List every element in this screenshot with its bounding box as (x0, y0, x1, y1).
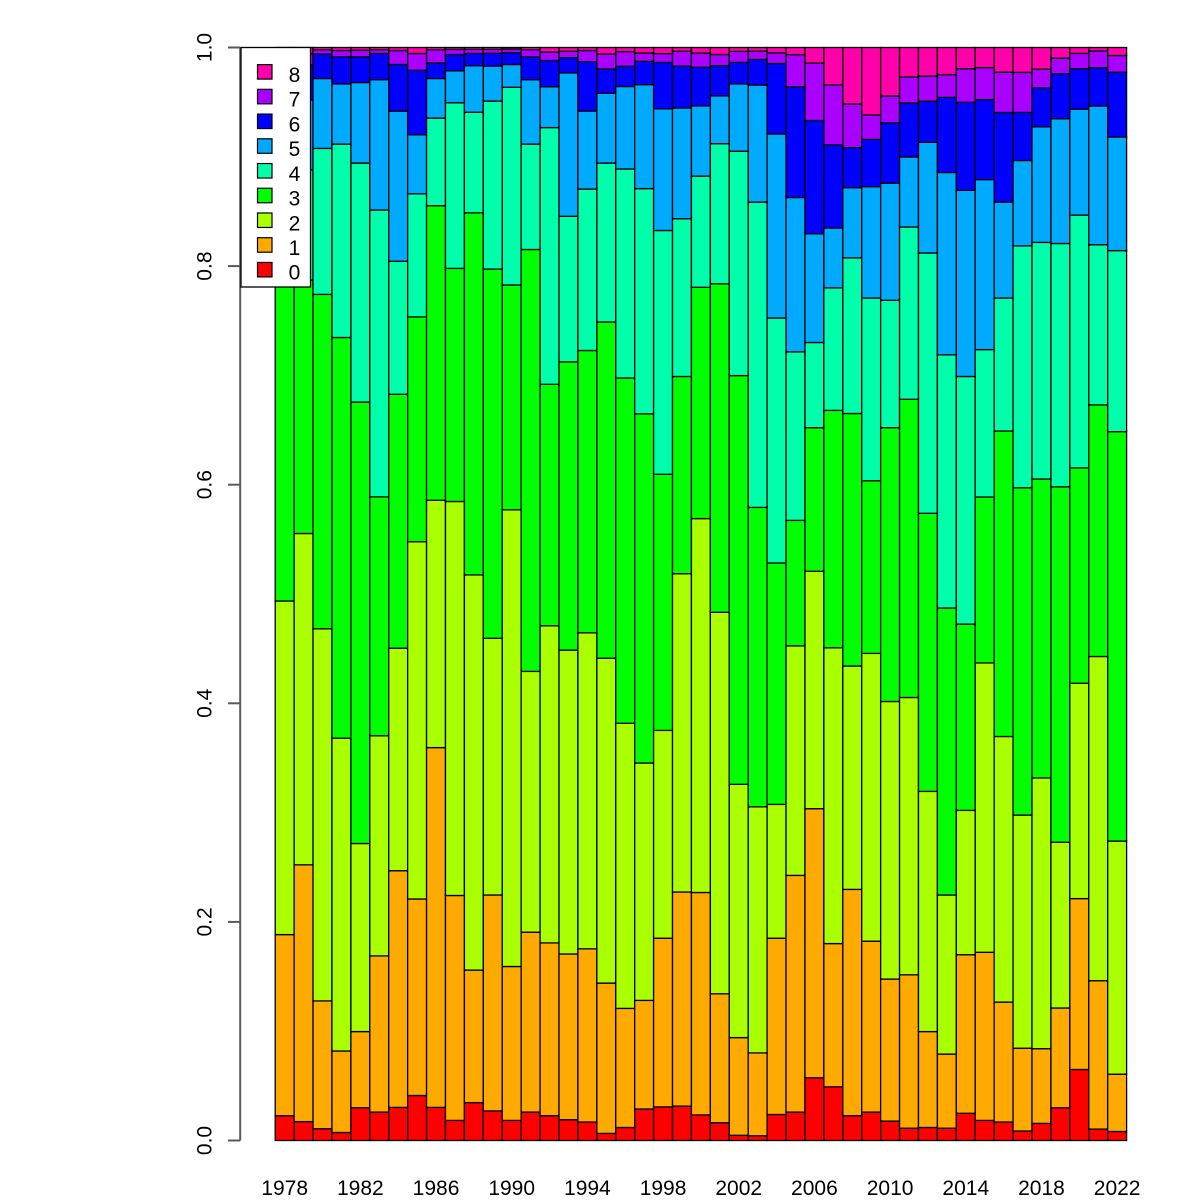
svg-text:6: 6 (289, 113, 301, 136)
svg-text:5: 5 (289, 138, 301, 161)
svg-text:2022: 2022 (1094, 1177, 1141, 1200)
svg-text:1994: 1994 (564, 1177, 611, 1200)
svg-text:0: 0 (289, 262, 301, 285)
svg-text:0.6: 0.6 (194, 470, 217, 499)
svg-text:2014: 2014 (942, 1177, 989, 1200)
svg-text:2: 2 (289, 212, 301, 235)
svg-text:0.2: 0.2 (194, 907, 217, 936)
svg-text:0.8: 0.8 (194, 251, 217, 280)
svg-text:1.0: 1.0 (194, 33, 217, 62)
svg-text:1982: 1982 (337, 1177, 384, 1200)
svg-text:2018: 2018 (1018, 1177, 1065, 1200)
svg-text:2010: 2010 (867, 1177, 914, 1200)
svg-text:4: 4 (289, 163, 301, 186)
svg-text:2002: 2002 (715, 1177, 762, 1200)
svg-text:1986: 1986 (413, 1177, 460, 1200)
svg-text:0.4: 0.4 (194, 688, 217, 718)
svg-text:7: 7 (289, 89, 301, 112)
svg-text:1998: 1998 (640, 1177, 687, 1200)
svg-text:8: 8 (289, 64, 301, 87)
svg-text:1: 1 (289, 237, 301, 260)
svg-text:1990: 1990 (488, 1177, 535, 1200)
svg-text:3: 3 (289, 188, 301, 211)
svg-text:2006: 2006 (791, 1177, 838, 1200)
svg-text:1978: 1978 (261, 1177, 308, 1200)
svg-text:0.0: 0.0 (194, 1126, 217, 1155)
